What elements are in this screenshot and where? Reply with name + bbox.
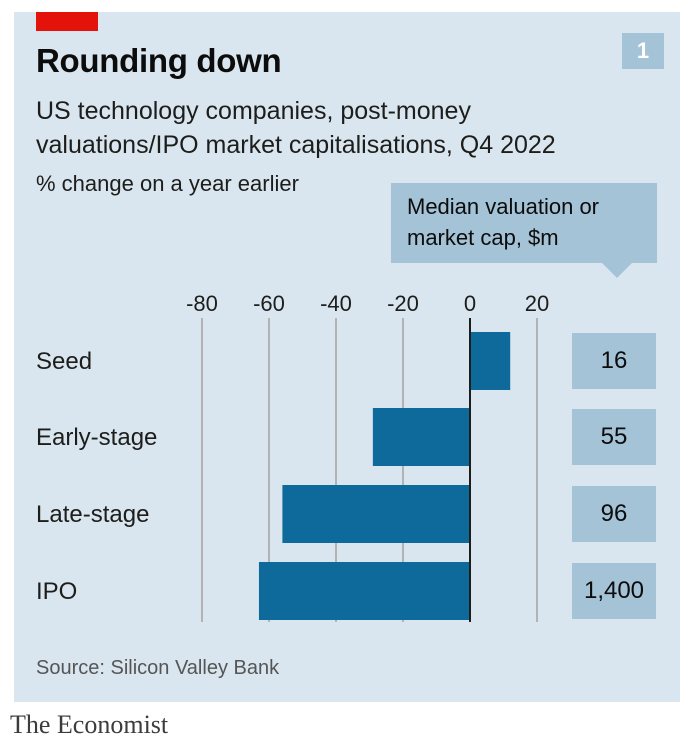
x-tick-label: -20 xyxy=(387,291,419,316)
x-tick-label: -80 xyxy=(186,291,218,316)
category-label: Late-stage xyxy=(36,501,149,528)
x-tick-label: 0 xyxy=(464,291,476,316)
publisher-logo: The Economist xyxy=(10,710,169,739)
median-callout-text: Median valuation or market cap, $m xyxy=(407,191,599,253)
category-label: IPO xyxy=(36,578,77,605)
median-value-box: 16 xyxy=(572,333,656,389)
x-tick-label: 20 xyxy=(525,291,549,316)
brand-red-bar xyxy=(36,12,98,31)
median-value-box: 96 xyxy=(572,486,656,542)
chart-subtitle: US technology companies, post-money valu… xyxy=(36,97,556,159)
source-note: Source: Silicon Valley Bank xyxy=(36,657,280,679)
x-tick-label: -60 xyxy=(253,291,285,316)
chart-number-badge: 1 xyxy=(622,33,664,69)
bar-seed xyxy=(470,332,511,390)
median-callout: Median valuation or market cap, $m xyxy=(391,183,657,263)
callout-line-1: Median valuation or xyxy=(407,194,600,219)
unit-label: % change on a year earlier xyxy=(36,171,299,196)
callout-arrow xyxy=(601,262,633,278)
category-label: Seed xyxy=(36,348,92,375)
x-tick-label: -40 xyxy=(320,291,352,316)
bar-ipo xyxy=(258,562,470,620)
median-value-box: 55 xyxy=(572,409,656,465)
callout-line-2: market cap, $m xyxy=(407,225,559,250)
bar-early-stage xyxy=(372,408,470,466)
chart-title: Rounding down xyxy=(36,42,282,79)
category-label: Early-stage xyxy=(36,424,157,451)
bar-late-stage xyxy=(282,485,470,543)
median-value-box: 1,400 xyxy=(572,563,656,619)
